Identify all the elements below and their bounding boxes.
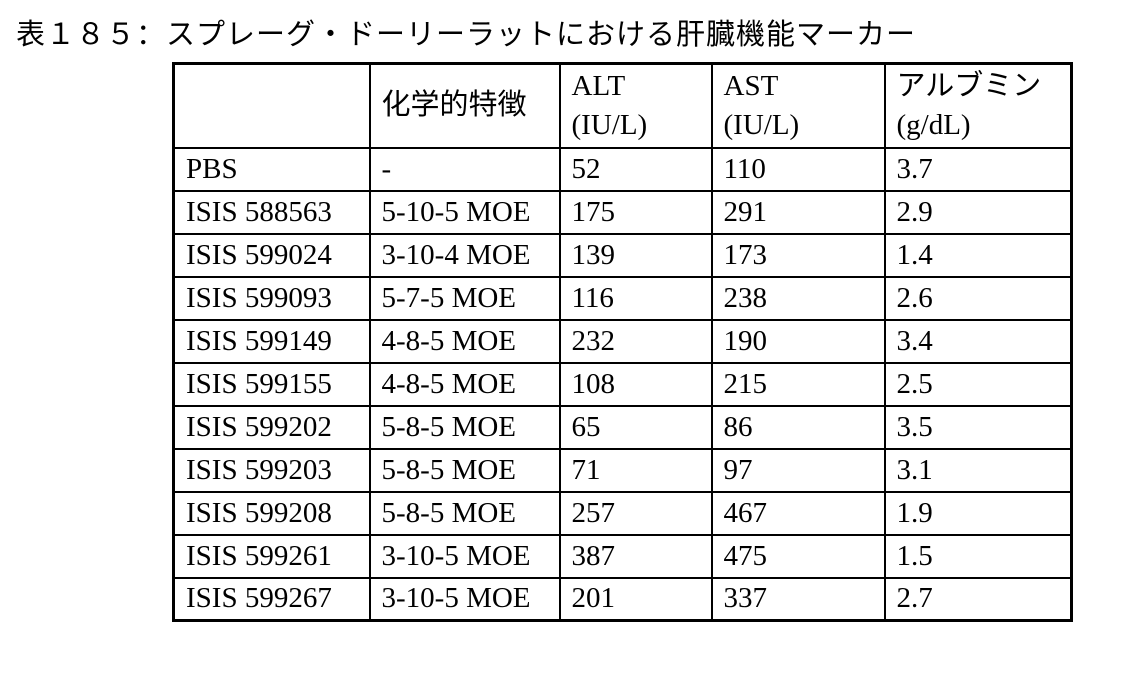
- chemistry-cell: -: [368, 146, 561, 192]
- column-header-albumin: アルブミン (g/dL): [883, 62, 1073, 149]
- treatment-cell: ISIS 588563: [172, 189, 371, 235]
- ast-value-cell: 337: [710, 576, 886, 622]
- alt-value-cell: 232: [558, 318, 713, 364]
- liver-function-marker-table: 化学的特徴 ALT (IU/L) AST (IU/L) アルブミン (g/dL)…: [172, 62, 1073, 622]
- albumin-value-cell: 1.5: [883, 533, 1073, 579]
- chemistry-cell: 5-8-5 MOE: [368, 404, 561, 450]
- treatment-cell: ISIS 599267: [172, 576, 371, 622]
- column-header-label: 化学的特徴: [381, 89, 527, 122]
- column-header-label: AST: [723, 69, 779, 102]
- table-row: ISIS 588563 5-10-5 MOE 175 291 2.9: [172, 189, 1073, 235]
- ast-value-cell: 173: [710, 232, 886, 278]
- alt-value-cell: 108: [558, 361, 713, 407]
- alt-value-cell: 52: [558, 146, 713, 192]
- table-body: PBS - 52 110 3.7 ISIS 588563 5-10-5 MOE …: [172, 146, 1073, 622]
- treatment-cell: ISIS 599203: [172, 447, 371, 493]
- chemistry-cell: 5-7-5 MOE: [368, 275, 561, 321]
- column-header-label: アルブミン: [896, 69, 1042, 102]
- chemistry-cell: 4-8-5 MOE: [368, 361, 561, 407]
- ast-value-cell: 97: [710, 447, 886, 493]
- alt-value-cell: 139: [558, 232, 713, 278]
- albumin-value-cell: 2.7: [883, 576, 1073, 622]
- column-header-ast: AST (IU/L): [710, 62, 886, 149]
- albumin-value-cell: 3.5: [883, 404, 1073, 450]
- chemistry-cell: 3-10-5 MOE: [368, 576, 561, 622]
- albumin-value-cell: 3.4: [883, 318, 1073, 364]
- treatment-cell: ISIS 599155: [172, 361, 371, 407]
- ast-value-cell: 291: [710, 189, 886, 235]
- treatment-cell: ISIS 599261: [172, 533, 371, 579]
- chemistry-cell: 3-10-4 MOE: [368, 232, 561, 278]
- albumin-value-cell: 1.4: [883, 232, 1073, 278]
- ast-value-cell: 215: [710, 361, 886, 407]
- alt-value-cell: 116: [558, 275, 713, 321]
- chemistry-cell: 4-8-5 MOE: [368, 318, 561, 364]
- ast-value-cell: 475: [710, 533, 886, 579]
- treatment-cell: ISIS 599149: [172, 318, 371, 364]
- alt-value-cell: 201: [558, 576, 713, 622]
- table-row: PBS - 52 110 3.7: [172, 146, 1073, 192]
- treatment-cell: ISIS 599208: [172, 490, 371, 536]
- treatment-cell: ISIS 599024: [172, 232, 371, 278]
- table-row: ISIS 599093 5-7-5 MOE 116 238 2.6: [172, 275, 1073, 321]
- albumin-value-cell: 2.9: [883, 189, 1073, 235]
- table-row: ISIS 599208 5-8-5 MOE 257 467 1.9: [172, 490, 1073, 536]
- column-header-treatment: [172, 62, 371, 149]
- column-header-unit: (IU/L): [723, 108, 800, 141]
- albumin-value-cell: 3.7: [883, 146, 1073, 192]
- table-row: ISIS 599155 4-8-5 MOE 108 215 2.5: [172, 361, 1073, 407]
- ast-value-cell: 86: [710, 404, 886, 450]
- ast-value-cell: 190: [710, 318, 886, 364]
- table-row: ISIS 599203 5-8-5 MOE 71 97 3.1: [172, 447, 1073, 493]
- column-header-chemistry: 化学的特徴: [368, 62, 561, 149]
- alt-value-cell: 387: [558, 533, 713, 579]
- table-header-row: 化学的特徴 ALT (IU/L) AST (IU/L) アルブミン (g/dL): [172, 62, 1073, 149]
- ast-value-cell: 238: [710, 275, 886, 321]
- albumin-value-cell: 2.6: [883, 275, 1073, 321]
- alt-value-cell: 257: [558, 490, 713, 536]
- chemistry-cell: 3-10-5 MOE: [368, 533, 561, 579]
- albumin-value-cell: 1.9: [883, 490, 1073, 536]
- table-row: ISIS 599149 4-8-5 MOE 232 190 3.4: [172, 318, 1073, 364]
- alt-value-cell: 71: [558, 447, 713, 493]
- table-row: ISIS 599267 3-10-5 MOE 201 337 2.7: [172, 576, 1073, 622]
- treatment-cell: ISIS 599202: [172, 404, 371, 450]
- table-row: ISIS 599024 3-10-4 MOE 139 173 1.4: [172, 232, 1073, 278]
- albumin-value-cell: 2.5: [883, 361, 1073, 407]
- chemistry-cell: 5-8-5 MOE: [368, 490, 561, 536]
- treatment-cell: PBS: [172, 146, 371, 192]
- column-header-unit: (g/dL): [896, 108, 971, 141]
- chemistry-cell: 5-10-5 MOE: [368, 189, 561, 235]
- table-row: ISIS 599202 5-8-5 MOE 65 86 3.5: [172, 404, 1073, 450]
- chemistry-cell: 5-8-5 MOE: [368, 447, 561, 493]
- alt-value-cell: 175: [558, 189, 713, 235]
- column-header-alt: ALT (IU/L): [558, 62, 713, 149]
- column-header-label: ALT: [571, 69, 626, 102]
- table-row: ISIS 599261 3-10-5 MOE 387 475 1.5: [172, 533, 1073, 579]
- column-header-unit: (IU/L): [571, 108, 648, 141]
- alt-value-cell: 65: [558, 404, 713, 450]
- ast-value-cell: 467: [710, 490, 886, 536]
- albumin-value-cell: 3.1: [883, 447, 1073, 493]
- table-caption: 表１８５：スプレーグ・ドーリーラットにおける肝臓機能マーカー: [16, 19, 917, 51]
- ast-value-cell: 110: [710, 146, 886, 192]
- treatment-cell: ISIS 599093: [172, 275, 371, 321]
